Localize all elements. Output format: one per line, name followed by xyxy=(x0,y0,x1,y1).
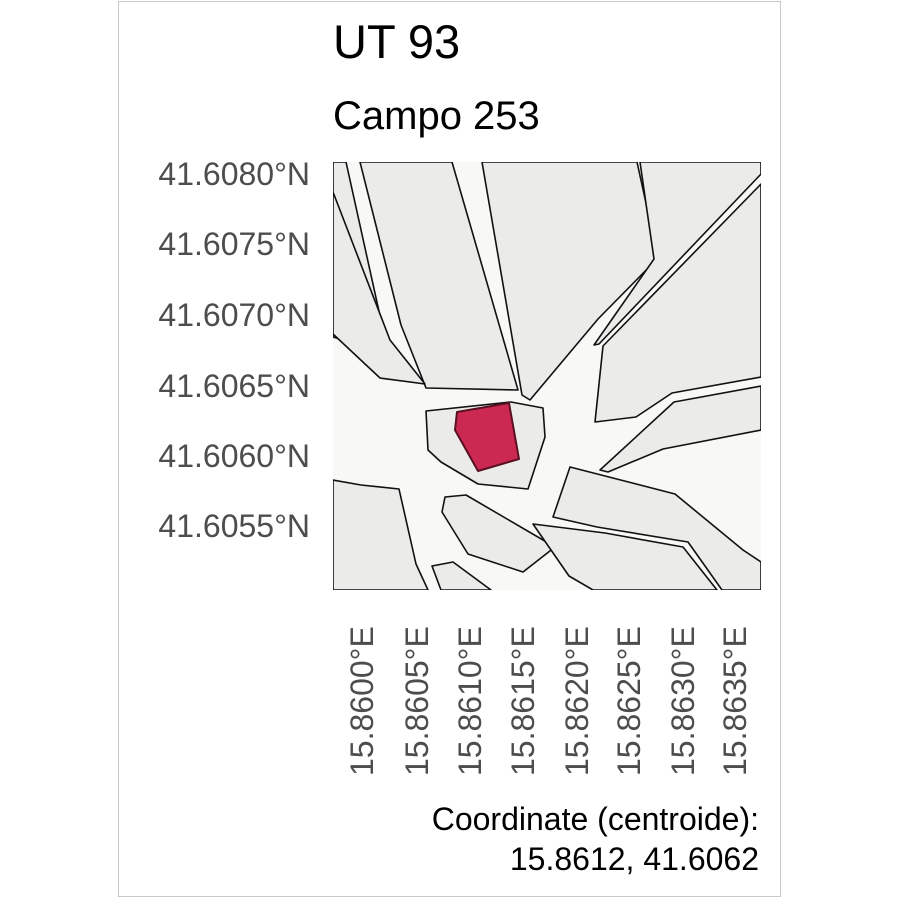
y-tick-label: 41.6080°N xyxy=(158,156,310,192)
x-tick-label: 15.8615°E xyxy=(505,626,541,776)
y-tick-label: 41.6065°N xyxy=(158,368,310,404)
highlighted-parcel-campo-253 xyxy=(454,402,520,472)
caption-label: Coordinate (centroide): xyxy=(431,801,759,837)
parcel xyxy=(481,162,659,401)
parcel xyxy=(333,479,429,590)
x-tick-label: 15.8620°E xyxy=(559,626,595,776)
parcel xyxy=(333,191,426,385)
map-subtitle: Campo 253 xyxy=(333,94,540,138)
map-title: UT 93 xyxy=(333,15,461,68)
map-panel xyxy=(333,162,761,590)
x-tick-label: 15.8625°E xyxy=(611,626,647,776)
parcel xyxy=(431,561,492,590)
y-tick-label: 41.6070°N xyxy=(158,297,310,333)
x-tick-label: 15.8600°E xyxy=(344,626,380,776)
x-tick-label: 15.8630°E xyxy=(665,626,701,776)
y-tick-label: 41.6055°N xyxy=(158,508,310,544)
centroid-coordinates: 15.8612, 41.6062 xyxy=(509,841,759,877)
parcel xyxy=(599,385,761,473)
parcel xyxy=(594,183,761,423)
parcel xyxy=(552,466,761,590)
parcel xyxy=(593,162,761,346)
x-tick-label: 15.8635°E xyxy=(717,626,753,776)
y-tick-label: 41.6075°N xyxy=(158,226,310,262)
x-tick-label: 15.8610°E xyxy=(452,626,488,776)
parcel xyxy=(359,162,519,391)
x-tick-label: 15.8605°E xyxy=(399,626,435,776)
parcel xyxy=(532,523,718,590)
y-tick-label: 41.6060°N xyxy=(158,438,310,474)
